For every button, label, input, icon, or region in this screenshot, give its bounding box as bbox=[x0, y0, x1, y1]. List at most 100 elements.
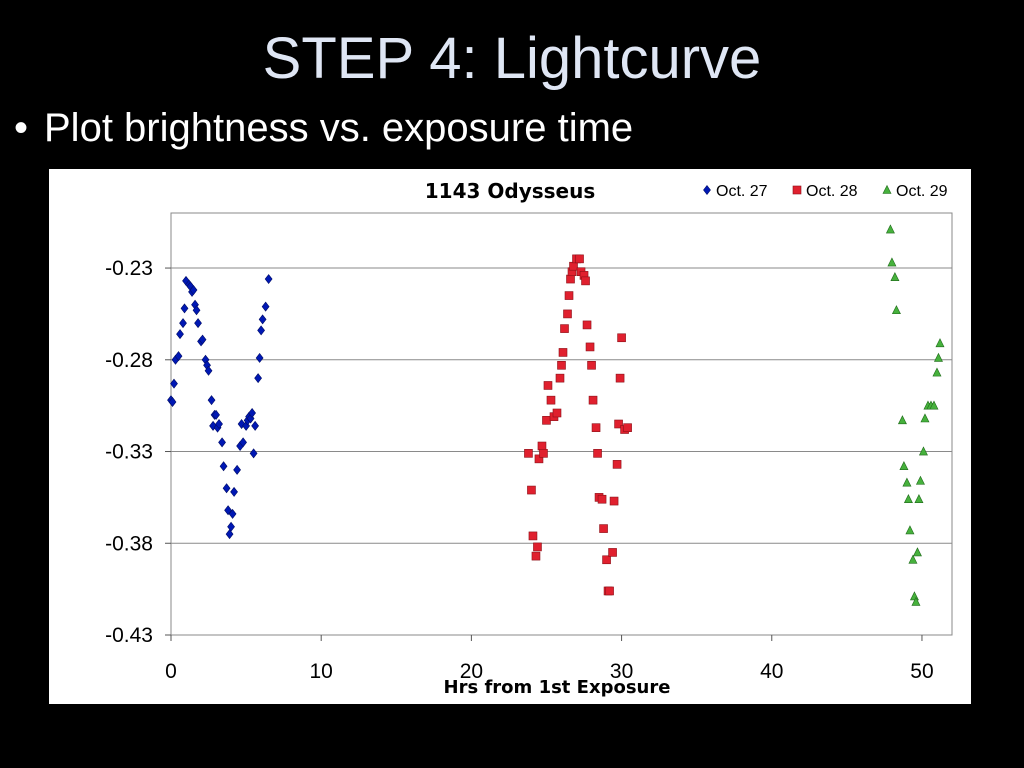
data-point bbox=[543, 381, 553, 390]
y-tick-label: -0.43 bbox=[105, 624, 153, 647]
data-point bbox=[542, 416, 551, 425]
data-point bbox=[557, 360, 566, 370]
scatter-chart: -0.23 -0.28 -0.33 -0.38 -0.43 0 10 20 30 40 50 114… bbox=[105, 179, 953, 698]
data-point bbox=[524, 449, 533, 458]
x-tick-label: 0 bbox=[165, 660, 177, 683]
data-point bbox=[258, 314, 267, 325]
data-point bbox=[558, 348, 568, 357]
chart-container: -0.23 -0.28 -0.33 -0.38 -0.43 0 10 20 30 40 50 114… bbox=[49, 169, 971, 704]
legend-label: Oct. 27 bbox=[716, 183, 768, 200]
data-point bbox=[251, 420, 259, 431]
slide-title: STEP 4: Lightcurve bbox=[262, 26, 762, 91]
x-tick-label: 20 bbox=[460, 660, 483, 683]
series-oct-29 bbox=[885, 224, 945, 606]
data-point bbox=[605, 586, 614, 596]
data-point bbox=[935, 338, 945, 348]
bullet-line: • Plot brightness vs. exposure time bbox=[14, 108, 633, 148]
data-point bbox=[612, 460, 622, 469]
data-point bbox=[623, 423, 632, 432]
data-point bbox=[527, 485, 536, 495]
data-point bbox=[261, 301, 270, 312]
data-point bbox=[176, 329, 184, 340]
data-point bbox=[207, 395, 216, 406]
data-point bbox=[614, 419, 623, 429]
y-tick-label: -0.38 bbox=[105, 532, 153, 555]
data-points bbox=[167, 224, 945, 606]
data-point bbox=[239, 437, 247, 448]
data-point bbox=[933, 352, 943, 362]
legend-item: Oct. 28 bbox=[792, 183, 858, 200]
data-point bbox=[204, 365, 213, 376]
data-point bbox=[192, 305, 201, 316]
legend-label: Oct. 28 bbox=[806, 183, 858, 200]
data-point bbox=[189, 285, 198, 296]
data-point bbox=[555, 373, 565, 383]
data-point bbox=[890, 272, 900, 282]
data-point bbox=[903, 494, 913, 504]
x-tick-label: 30 bbox=[610, 660, 633, 683]
data-point bbox=[885, 224, 895, 234]
data-point bbox=[593, 449, 602, 458]
grid-lines bbox=[171, 267, 952, 636]
x-tick-label: 10 bbox=[310, 660, 333, 683]
data-point bbox=[179, 318, 187, 329]
data-point bbox=[533, 542, 542, 552]
bullet-dot-icon: • bbox=[14, 106, 29, 150]
legend-marker-icon bbox=[703, 185, 711, 195]
data-point bbox=[264, 274, 273, 285]
data-point bbox=[918, 446, 928, 456]
data-point bbox=[218, 437, 226, 448]
data-point bbox=[912, 547, 922, 557]
data-point bbox=[909, 591, 919, 601]
data-point bbox=[228, 508, 237, 519]
plot-area bbox=[170, 212, 953, 636]
data-point bbox=[255, 352, 264, 363]
data-point bbox=[215, 419, 223, 429]
data-point bbox=[180, 303, 189, 314]
series-oct-27 bbox=[167, 274, 273, 540]
y-tick-label: -0.33 bbox=[105, 441, 153, 464]
data-point bbox=[563, 309, 572, 319]
legend-label: Oct. 29 bbox=[896, 183, 948, 200]
data-point bbox=[564, 291, 574, 300]
data-point bbox=[591, 423, 601, 432]
legend-item: Oct. 29 bbox=[882, 183, 948, 200]
data-point bbox=[174, 351, 183, 362]
data-point bbox=[198, 334, 207, 345]
data-point bbox=[582, 320, 592, 330]
data-point bbox=[575, 254, 584, 264]
data-point bbox=[257, 325, 265, 336]
series-oct-28 bbox=[524, 254, 632, 596]
axes bbox=[165, 267, 923, 641]
data-point bbox=[222, 483, 231, 494]
data-point bbox=[902, 477, 912, 487]
data-point bbox=[899, 461, 909, 471]
data-point bbox=[897, 415, 907, 425]
x-tick-label: 50 bbox=[910, 660, 933, 683]
data-point bbox=[887, 257, 897, 267]
data-point bbox=[911, 596, 921, 606]
y-tick-label: -0.28 bbox=[105, 349, 153, 372]
data-point bbox=[929, 400, 939, 410]
data-point bbox=[581, 276, 590, 286]
data-point bbox=[225, 529, 234, 540]
data-point bbox=[566, 274, 575, 284]
data-point bbox=[608, 548, 617, 557]
legend: Oct. 27 Oct. 28 Oct. 29 bbox=[703, 183, 948, 200]
data-point bbox=[168, 396, 177, 407]
tick-labels: -0.23 -0.28 -0.33 -0.38 -0.43 0 10 20 30 40 50 bbox=[105, 257, 934, 683]
data-point bbox=[233, 464, 241, 475]
x-tick-label: 40 bbox=[760, 660, 783, 683]
data-point bbox=[615, 373, 625, 383]
data-point bbox=[212, 409, 220, 420]
data-point bbox=[546, 395, 556, 405]
bullet-text: Plot brightness vs. exposure time bbox=[44, 106, 634, 150]
data-point bbox=[249, 448, 258, 459]
data-point bbox=[617, 333, 626, 343]
data-point bbox=[609, 496, 619, 506]
data-point bbox=[932, 367, 942, 377]
data-point bbox=[602, 555, 611, 565]
data-point bbox=[531, 551, 541, 561]
data-point bbox=[248, 408, 256, 418]
data-point bbox=[597, 494, 607, 504]
